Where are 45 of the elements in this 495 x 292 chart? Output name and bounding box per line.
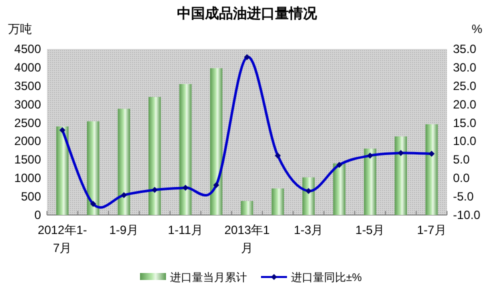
y2-axis-title: % xyxy=(472,22,483,36)
y2-tick-label: 35.0 xyxy=(453,42,477,56)
bar xyxy=(240,200,254,215)
x-tick-label: 1-5月 xyxy=(355,223,385,237)
y2-tick-label: 25.0 xyxy=(453,78,477,93)
legend-label: 进口量当月累计 xyxy=(170,271,247,284)
x-tick-label: 2013年1月 xyxy=(224,223,270,255)
y-tick-label: 3500 xyxy=(14,78,42,93)
bar xyxy=(87,121,100,215)
y2-tick-label: -10.0 xyxy=(453,208,481,222)
y2-tick-label: 30.0 xyxy=(453,60,477,74)
y2-tick-label: 5.0 xyxy=(453,152,470,167)
y-axis-title: 万吨 xyxy=(8,22,32,36)
y2-tick-label: 20.0 xyxy=(453,97,477,112)
bar xyxy=(272,188,284,215)
y-tick-label: 2000 xyxy=(14,134,42,148)
bar xyxy=(210,68,222,215)
y2-tick-label: 15.0 xyxy=(453,116,477,130)
bar xyxy=(179,84,192,215)
x-tick-label: 2012年1-7月 xyxy=(38,223,88,255)
bar xyxy=(364,148,376,215)
x-tick-label: 1-11月 xyxy=(168,223,204,237)
x-tick-label: 1-9月 xyxy=(109,223,139,237)
y-tick-label: 1000 xyxy=(14,171,42,186)
bar xyxy=(333,163,346,215)
bar xyxy=(394,136,407,215)
bar xyxy=(148,96,161,215)
x-tick-label: 1-3月 xyxy=(294,223,324,237)
bar xyxy=(56,126,69,215)
bar xyxy=(425,124,438,215)
bar xyxy=(302,177,315,215)
x-tick-label: 1-7月 xyxy=(416,223,446,237)
y-tick-label: 4500 xyxy=(14,42,42,56)
chart-title: 中国成品油进口量情况 xyxy=(177,6,318,22)
y-tick-label: 0 xyxy=(34,208,42,222)
y2-tick-label: 10.0 xyxy=(453,134,477,148)
y-tick-label: 500 xyxy=(20,190,42,204)
y2-tick-label: -5.0 xyxy=(453,190,474,204)
bar xyxy=(118,108,130,215)
y-tick-label: 1500 xyxy=(14,152,42,167)
y-tick-label: 4000 xyxy=(14,60,42,74)
legend-label: 进口量同比±% xyxy=(291,271,362,284)
y2-tick-label: 0.0 xyxy=(453,171,470,186)
y-tick-label: 2500 xyxy=(14,116,42,130)
y-tick-label: 3000 xyxy=(14,97,42,112)
